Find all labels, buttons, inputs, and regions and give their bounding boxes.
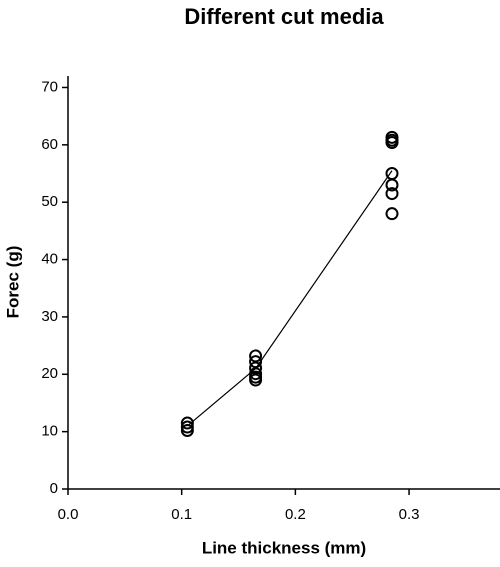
y-tick-label: 40 (41, 251, 58, 268)
data-point (249, 349, 263, 363)
y-tick-label: 0 (50, 480, 58, 497)
y-tick-label: 20 (41, 365, 58, 382)
y-tick-label: 30 (41, 308, 58, 325)
data-point (249, 355, 263, 369)
data-point (385, 167, 399, 181)
data-point (385, 207, 399, 221)
x-tick-label: 0.0 (58, 506, 79, 523)
x-tick-label: 0.2 (285, 506, 306, 523)
y-tick-label: 50 (41, 193, 58, 210)
data-point (249, 361, 263, 375)
data-point (180, 416, 194, 430)
x-axis-label: Line thickness (mm) (202, 538, 366, 557)
y-tick-label: 70 (41, 78, 58, 95)
data-point (180, 423, 194, 437)
y-tick-label: 10 (41, 423, 58, 440)
data-point (249, 373, 263, 387)
data-point (385, 178, 399, 192)
data-point (385, 187, 399, 201)
y-tick-label: 60 (41, 136, 58, 153)
data-point (385, 136, 399, 150)
mean-line (186, 170, 393, 427)
y-axis-label: Forec (g) (3, 246, 22, 319)
x-tick-label: 0.3 (399, 506, 420, 523)
chart-title: Different cut media (184, 4, 384, 29)
x-tick-label: 0.1 (171, 506, 192, 523)
